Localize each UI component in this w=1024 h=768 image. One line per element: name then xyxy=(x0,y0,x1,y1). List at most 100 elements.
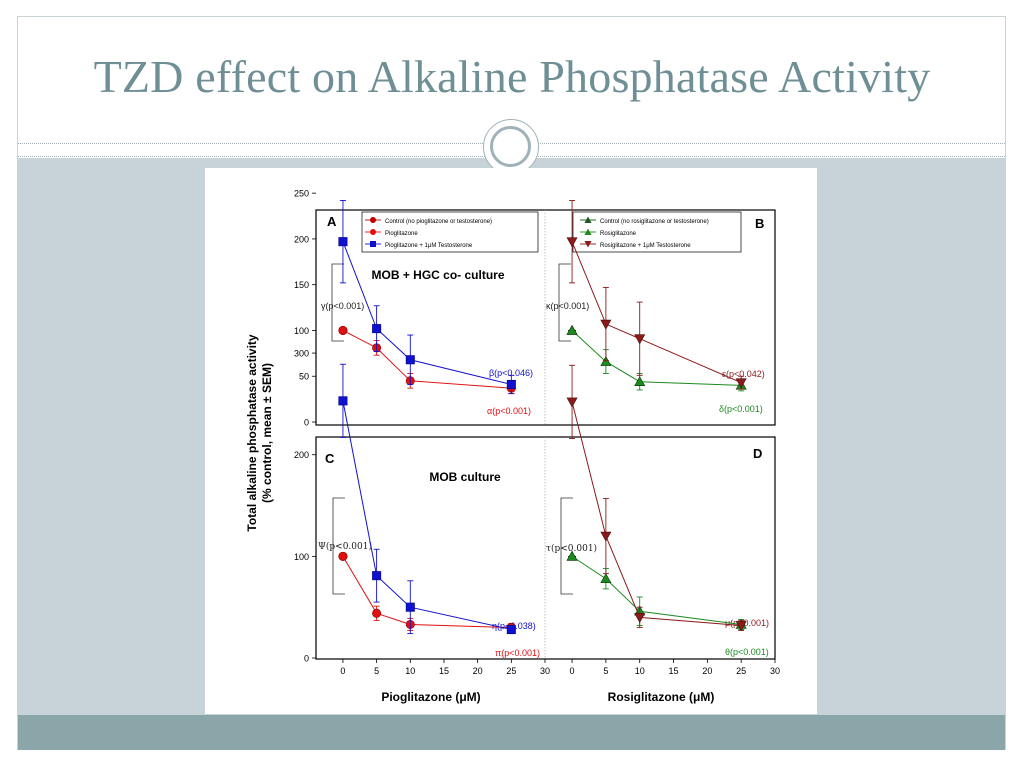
legend-a-item-2: Pioglitazone xyxy=(385,231,418,237)
annotation-pi: π(p<0.001) xyxy=(495,648,540,658)
panel-C-ytick-label-2: 200 xyxy=(294,450,309,460)
panel-C-xtick-label-3: 15 xyxy=(439,666,449,676)
panel-letter-a: A xyxy=(327,214,337,229)
legend-box-b xyxy=(572,211,742,253)
panel-A-series-2-line xyxy=(342,241,512,385)
panel-A-series-2-point-1 xyxy=(372,324,382,334)
panel-D-xtick-label-2: 10 xyxy=(635,666,645,676)
figure-panel: Total alkaline phosphatase activity (% c… xyxy=(205,168,817,714)
panel-D-xtick-label-0: 0 xyxy=(570,666,575,676)
panel-D-series-1-point-0 xyxy=(566,550,578,561)
panel-A-ytick-label-4: 200 xyxy=(294,234,309,244)
panel-B-series-1-point-2 xyxy=(634,376,646,387)
panel-A-series-1-line xyxy=(342,330,512,389)
panel-D-xtick-label-4: 20 xyxy=(702,666,712,676)
panel-A-series-1-point-0 xyxy=(338,325,348,335)
panel-A-ytick-label-0: 0 xyxy=(304,418,309,428)
panel-D-series-1-line xyxy=(571,555,742,625)
legend-B-swatch-1 xyxy=(584,228,592,235)
panel-D-series-2-point-1 xyxy=(600,531,612,542)
alp-activity-figure: Total alkaline phosphatase activity (% c… xyxy=(245,189,780,704)
annotation-theta: θ(p<0.001) xyxy=(725,647,769,657)
bracket-panel-c xyxy=(332,497,345,595)
legend-panel-b: Control (no rosiglitazone or testosteron… xyxy=(572,211,742,253)
panel-C-series-1-line xyxy=(342,556,512,629)
panel-C-series-2-point-2 xyxy=(405,602,415,612)
frame-bottom-row xyxy=(315,436,776,660)
panel-D-series-2-point-0 xyxy=(566,397,578,408)
panel-A-series-2-point-3 xyxy=(506,379,516,389)
annotation-delta: δ(p<0.001) xyxy=(719,404,763,414)
panel-letter-d: D xyxy=(753,446,762,461)
panel-D-series-2-line xyxy=(571,401,742,626)
legend-a-item-3: Pioglitazone + 1μM Testosterone xyxy=(385,243,473,249)
annotation-kappa: κ(p<0.001) xyxy=(546,301,589,311)
legend-panel-a: Control (no pioglitazone or testosterone… xyxy=(361,211,539,253)
panel-C-ytick-label-3: 300 xyxy=(294,349,309,359)
panel-C-ytick-label-0: 0 xyxy=(304,654,309,664)
divider-ring-inner xyxy=(490,126,531,167)
panel-A-ytick-label-3: 150 xyxy=(294,280,309,290)
legend-b-item-2: Rosiglitazone xyxy=(600,231,637,237)
divider-ring-ornament xyxy=(483,119,539,175)
x-axis-label-rosiglitazone: Rosiglitazone (μM) xyxy=(608,690,715,704)
panel-C-xtick-label-2: 10 xyxy=(405,666,415,676)
panel-D-series-2-point-3 xyxy=(735,621,747,632)
bracket-panel-b xyxy=(558,263,571,342)
panel-A-ytick-label-1: 50 xyxy=(299,372,309,382)
legend-B-swatch-0 xyxy=(584,216,592,223)
footer-bar xyxy=(18,715,1005,750)
panel-C-xtick-label-5: 25 xyxy=(506,666,516,676)
panel-D-xtick-label-3: 15 xyxy=(669,666,679,676)
culture-label-bottom: MOB culture xyxy=(429,470,501,484)
y-axis-label-line1: Total alkaline phosphatase activity xyxy=(245,334,259,532)
bracket-panel-d xyxy=(560,497,573,595)
panel-D-series-2-point-2 xyxy=(634,613,646,623)
panel-D-xtick-label-1: 5 xyxy=(603,666,608,676)
annotation-beta: β(p<0.046) xyxy=(489,368,533,378)
legend-b-item-1: Control (no rosiglitazone or testosteron… xyxy=(600,219,709,225)
legend-b-item-3: Rosiglitazone + 1μM Testosterone xyxy=(600,243,691,249)
panel-D-series-1-point-1 xyxy=(600,573,612,584)
panel-C-series-1-point-0 xyxy=(338,551,348,561)
panel-B-series-2-point-3 xyxy=(735,378,747,389)
panel-C-series-2-point-0 xyxy=(338,396,348,406)
panel-B-series-1-point-0 xyxy=(566,324,578,335)
panel-C-series-2-line xyxy=(342,400,512,631)
legend-A-swatch-0 xyxy=(370,217,376,223)
panel-B-series-1-line xyxy=(571,330,742,386)
legend-box-a xyxy=(361,211,539,253)
panel-D-xtick-label-5: 25 xyxy=(736,666,746,676)
annotation-gamma: γ(p<0.001) xyxy=(321,301,364,311)
panel-C-series-1-point-1 xyxy=(372,608,382,618)
slide-title: TZD effect on Alkaline Phosphatase Activ… xyxy=(93,51,931,102)
panel-C-ytick-label-1: 100 xyxy=(294,552,309,562)
panel-C-xtick-label-4: 20 xyxy=(473,666,483,676)
annotation-psi: Ψ(p<0.001) xyxy=(318,541,372,552)
panel-C-series-2-point-3 xyxy=(506,625,516,635)
y-axis-label-line2: (% control, mean ± SEM) xyxy=(260,363,274,503)
panel-letter-c: C xyxy=(325,451,335,466)
annotation-tau: τ(p<0.001) xyxy=(546,543,597,554)
panel-letter-b: B xyxy=(755,216,764,231)
panel-C-xtick-label-0: 0 xyxy=(340,666,345,676)
panel-C-xtick-label-1: 5 xyxy=(374,666,379,676)
panel-A-series-2-point-2 xyxy=(405,355,415,365)
panel-A-series-2-point-0 xyxy=(338,237,348,247)
legend-A-swatch-2 xyxy=(370,241,376,247)
legend-B-swatch-2 xyxy=(584,241,592,248)
panel-B-series-2-line xyxy=(571,241,742,384)
panel-B-series-2-point-0 xyxy=(566,237,578,248)
panel-B-series-2-point-2 xyxy=(634,334,646,345)
culture-label-top: MOB + HGC co- culture xyxy=(371,268,504,282)
panel-B-series-2-point-1 xyxy=(600,319,612,330)
x-axis-label-pioglitazone: Pioglitazone (μM) xyxy=(381,690,480,704)
frame-top-row xyxy=(315,209,776,426)
panel-C-series-2-point-1 xyxy=(372,571,382,581)
panel-A-ytick-label-2: 100 xyxy=(294,326,309,336)
panel-A-ytick-label-5: 250 xyxy=(294,189,309,199)
annotation-mu: μ(p<0.001) xyxy=(725,618,769,628)
bracket-panel-a xyxy=(331,263,344,342)
legend-a-item-1: Control (no pioglitazone or testosterone… xyxy=(385,219,492,225)
